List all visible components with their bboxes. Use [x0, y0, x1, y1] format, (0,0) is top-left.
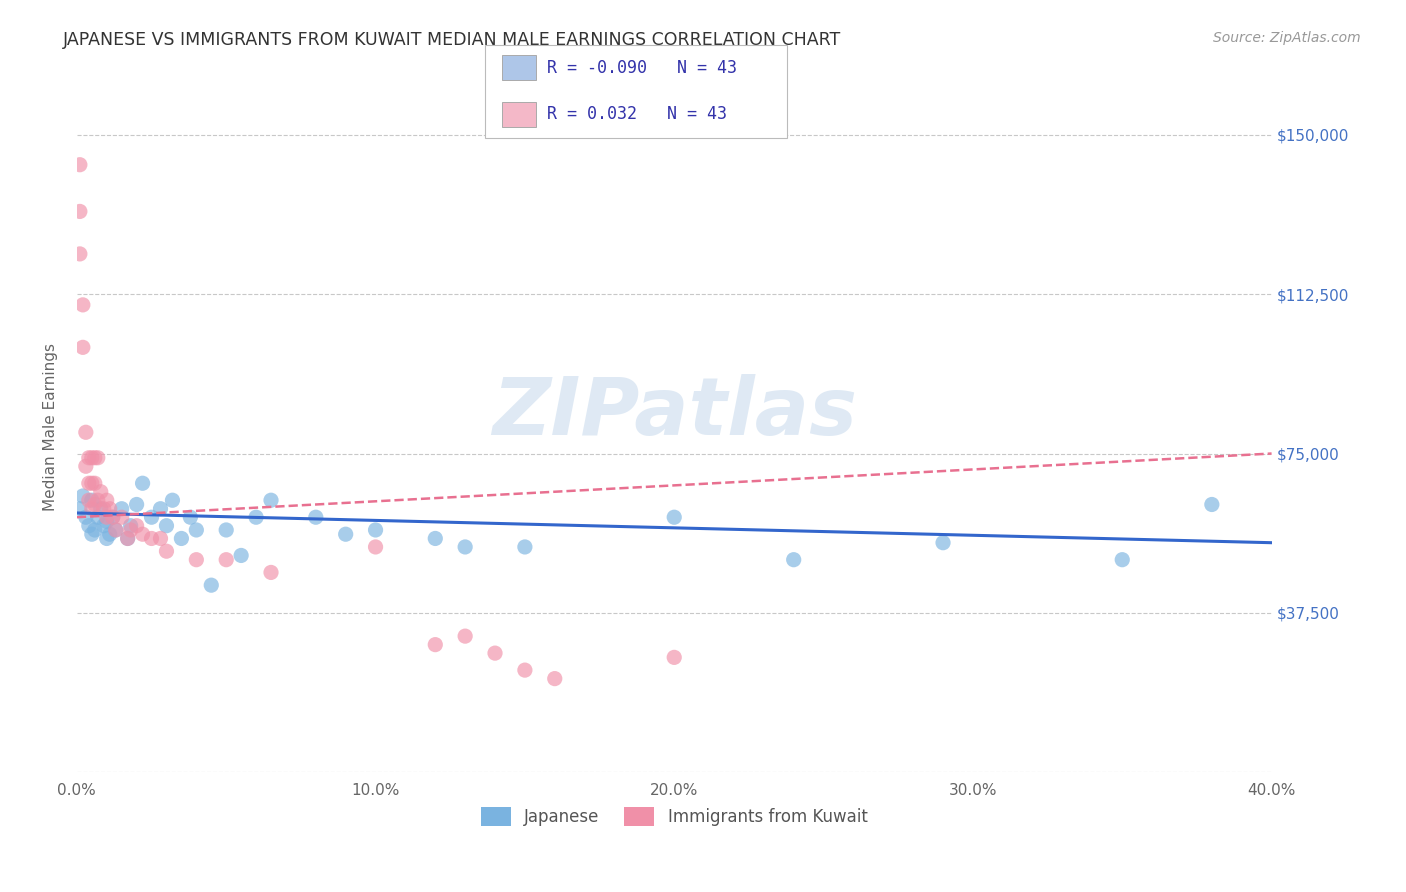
Point [96, 493, 118, 508]
Point [170, 532, 193, 546]
Point [141, 510, 163, 524]
Point [454, 629, 477, 643]
Point [141, 532, 163, 546]
Point [90, 484, 112, 499]
Point [513, 663, 536, 677]
Point [96, 510, 118, 524]
Point [75, 510, 97, 524]
Point [335, 527, 357, 541]
Point [117, 532, 139, 546]
Point [93, 518, 115, 533]
Point [75, 459, 97, 474]
Point [664, 650, 686, 665]
Point [186, 523, 208, 537]
Point [77, 518, 100, 533]
Point [131, 527, 153, 541]
Point [260, 566, 283, 580]
Point [231, 549, 253, 563]
Point [80, 450, 103, 465]
Point [104, 523, 127, 537]
Point [1111, 552, 1133, 566]
Point [69, 501, 91, 516]
Legend: Japanese, Immigrants from Kuwait: Japanese, Immigrants from Kuwait [474, 800, 875, 833]
Text: JAPANESE VS IMMIGRANTS FROM KUWAIT MEDIAN MALE EARNINGS CORRELATION CHART: JAPANESE VS IMMIGRANTS FROM KUWAIT MEDIA… [63, 31, 842, 49]
Point [77, 493, 100, 508]
Point [96, 515, 118, 529]
Point [131, 476, 153, 491]
Point [932, 535, 955, 549]
Point [454, 540, 477, 554]
Text: Source: ZipAtlas.com: Source: ZipAtlas.com [1213, 31, 1361, 45]
Point [544, 672, 567, 686]
Point [1201, 498, 1223, 512]
Point [783, 552, 806, 566]
Point [179, 510, 201, 524]
Point [77, 476, 100, 491]
Point [83, 523, 105, 537]
Point [149, 532, 172, 546]
Y-axis label: Median Male Earnings: Median Male Earnings [44, 343, 58, 511]
Point [83, 450, 105, 465]
Point [162, 493, 184, 508]
Point [200, 578, 222, 592]
Point [305, 510, 328, 524]
Point [72, 340, 94, 354]
Point [484, 646, 506, 660]
Point [186, 552, 208, 566]
Point [425, 638, 447, 652]
Point [72, 489, 94, 503]
Point [80, 501, 103, 516]
Point [149, 501, 172, 516]
Point [513, 540, 536, 554]
Point [87, 450, 110, 465]
Point [77, 450, 100, 465]
Point [87, 510, 110, 524]
Point [117, 532, 139, 546]
Point [101, 510, 124, 524]
Point [215, 552, 238, 566]
Point [80, 493, 103, 508]
Point [75, 425, 97, 440]
Point [98, 501, 121, 516]
Point [155, 518, 177, 533]
Point [69, 158, 91, 172]
Point [101, 510, 124, 524]
Point [87, 493, 110, 508]
Point [96, 532, 118, 546]
Text: R = 0.032   N = 43: R = 0.032 N = 43 [547, 105, 727, 123]
Point [98, 527, 121, 541]
Point [111, 501, 134, 516]
Point [120, 523, 142, 537]
Point [104, 523, 127, 537]
Point [125, 498, 148, 512]
Point [90, 501, 112, 516]
Text: ZIPatlas: ZIPatlas [492, 374, 856, 452]
Point [72, 298, 94, 312]
Point [245, 510, 267, 524]
Point [69, 204, 91, 219]
Point [260, 493, 283, 508]
Point [83, 476, 105, 491]
Point [93, 501, 115, 516]
Point [364, 540, 387, 554]
Point [664, 510, 686, 524]
Point [111, 510, 134, 524]
Point [215, 523, 238, 537]
Point [155, 544, 177, 558]
Point [120, 518, 142, 533]
Point [80, 527, 103, 541]
Text: R = -0.090   N = 43: R = -0.090 N = 43 [547, 59, 737, 77]
Point [425, 532, 447, 546]
Point [125, 518, 148, 533]
Point [80, 476, 103, 491]
Point [69, 247, 91, 261]
Point [364, 523, 387, 537]
Point [83, 498, 105, 512]
